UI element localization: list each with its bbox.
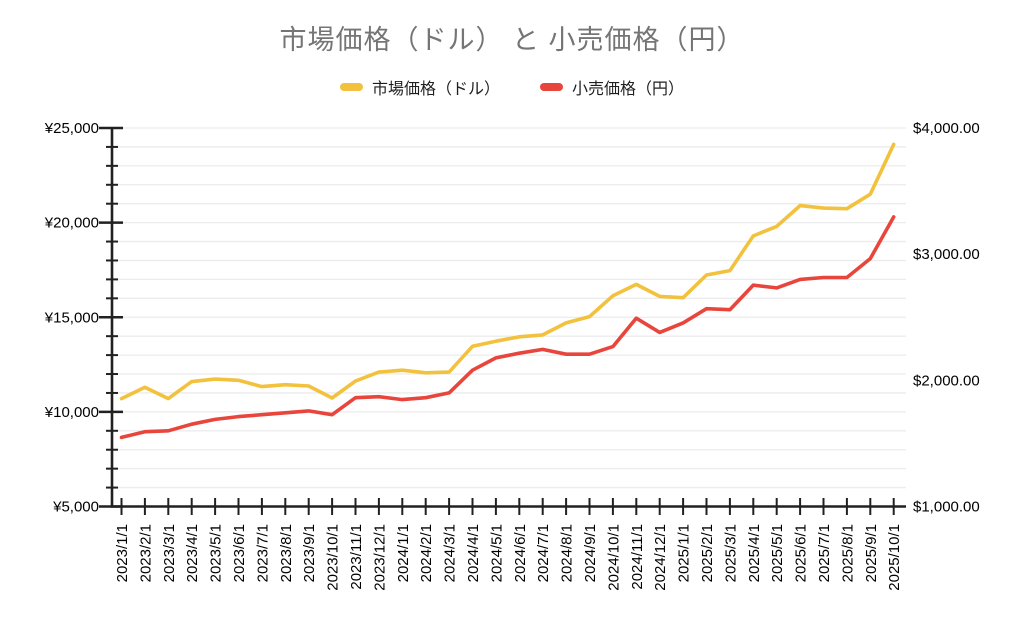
x-axis-label: 2023/8/1 [278,524,295,582]
x-axis-label: 2025/6/1 [793,524,810,582]
x-axis-label: 2024/7/1 [535,524,552,582]
x-axis-label: 2024/5/1 [488,524,505,582]
market-price-line [119,142,896,401]
x-axis-label: 2024/8/1 [559,524,576,582]
x-axis-label: 2025/10/1 [886,524,903,591]
x-axis-label: 2023/4/1 [184,524,201,582]
left-axis-label: ¥20,000 [44,215,99,232]
x-axis-label: 2024/4/1 [465,524,482,582]
left-axis-label: ¥5,000 [52,499,99,516]
x-axis-label: 2025/9/1 [863,524,880,582]
x-axis-label: 2023/11/1 [348,524,365,590]
legend-item-market: 市場価格（ドル） [339,75,500,99]
market-series-swatch [339,83,363,91]
x-axis-label: 2023/1/1 [114,524,131,582]
right-axis-label: $4,000.00 [913,120,980,137]
x-axis-label: 2023/10/1 [325,524,342,591]
x-axis-label: 2024/11/1 [629,524,646,590]
legend-item-retail: 小売価格（円） [540,75,684,99]
legend-label-retail: 小売価格（円） [572,81,685,98]
x-axis-label: 2023/9/1 [301,524,318,582]
x-axis-label: 2025/7/1 [816,524,833,582]
x-axis-label: 2025/2/1 [699,524,716,582]
retail-price-line [119,215,896,440]
right-axis-label: $3,000.00 [913,246,980,263]
left-axis-label: ¥10,000 [44,404,99,421]
x-axis-label: 2024/10/1 [605,524,622,591]
x-axis-label: 2023/12/1 [371,524,388,591]
x-axis-label: 2025/1/1 [676,524,693,582]
x-axis-label: 2023/6/1 [231,524,248,582]
x-axis-label: 2025/8/1 [839,524,856,582]
left-axis-label: ¥25,000 [44,120,99,137]
x-axis-label: 2024/1/1 [395,524,412,582]
x-axis-label: 2024/9/1 [582,524,599,582]
x-axis-label: 2025/3/1 [722,524,739,582]
right-axis-label: $1,000.00 [913,499,980,516]
x-axis-label: 2024/12/1 [652,524,669,591]
x-axis-label: 2023/7/1 [254,524,271,582]
retail-series-swatch [540,83,563,91]
left-axis-label: ¥15,000 [44,309,99,326]
x-axis-label: 2024/6/1 [512,524,529,582]
right-axis-label: $2,000.00 [913,372,980,389]
x-axis-label: 2025/4/1 [746,524,763,582]
legend: 市場価格（ドル） 小売価格（円） [0,76,1024,98]
legend-label-market: 市場価格（ドル） [371,81,500,98]
chart-title: 市場価格（ドル） と 小売価格（円） [279,25,745,55]
x-axis-label: 2024/2/1 [418,524,435,582]
x-axis-label: 2024/3/1 [442,524,459,582]
x-axis-label: 2023/3/1 [161,524,178,582]
x-axis-label: 2025/5/1 [769,524,786,582]
x-axis-label: 2023/2/1 [137,524,154,582]
x-axis-label: 2023/5/1 [208,524,225,582]
